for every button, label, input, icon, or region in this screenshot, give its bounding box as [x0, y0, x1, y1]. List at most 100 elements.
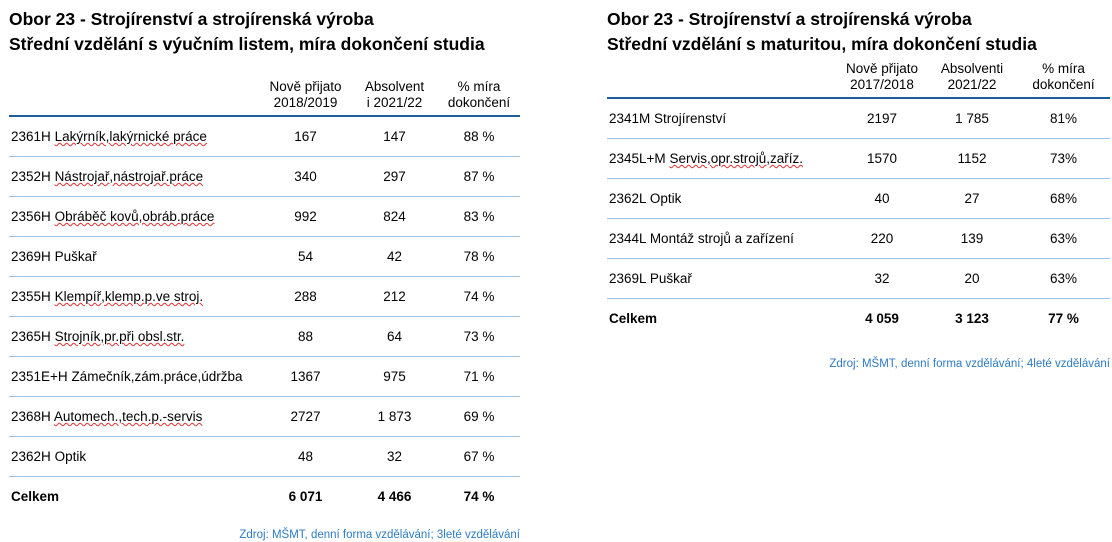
- right-subtitle: Střední vzdělání s maturitou, míra dokon…: [607, 34, 1037, 54]
- row-name: 2361H Lakýrník,lakýrnické práce: [9, 116, 260, 157]
- row-rate: 67 %: [438, 436, 520, 477]
- row-name: 2369H Puškař: [9, 236, 260, 277]
- total-admitted: 4 059: [865, 311, 899, 326]
- row-graduates: 139: [927, 218, 1017, 259]
- row-name: 2355H Klempíř,klemp.p.ve stroj.: [9, 276, 260, 317]
- row-rate: 87 %: [438, 156, 520, 197]
- table-row: 2365H Strojník,pr.při obsl.str. 88 64 73 %: [9, 316, 520, 357]
- row-rate: 73 %: [438, 316, 520, 357]
- right-table: Nově přijato 2017/2018 Absolventi 2021/22 …: [607, 61, 1110, 338]
- left-subtitle: Střední vzdělání s výučním listem, míra …: [9, 34, 485, 54]
- row-rate: 68%: [1017, 178, 1110, 219]
- table-row: 2345L+M Servis,opr.strojů,zaříz. 1570 1152…: [607, 138, 1110, 179]
- left-panel: Obor 23 - Strojírenství a strojírenská v…: [9, 0, 520, 541]
- right-header-rate: % míra dokončení: [1017, 61, 1110, 99]
- row-admitted: 32: [837, 258, 927, 299]
- row-graduates: 27: [927, 178, 1017, 219]
- table-row: 2362H Optik 48 32 67 %: [9, 436, 520, 477]
- row-name: 2352H Nástrojař,nástrojař.práce: [9, 156, 260, 197]
- row-rate: 81%: [1017, 98, 1110, 139]
- table-row: 2351E+H Zámečník,zám.práce,údržba 1367 975…: [9, 356, 520, 397]
- row-admitted: 167: [260, 116, 351, 157]
- table-row: 2362L Optik 40 27 68%: [607, 178, 1110, 219]
- row-graduates: 64: [351, 316, 438, 357]
- row-admitted: 992: [260, 196, 351, 237]
- row-graduates: 147: [351, 116, 438, 157]
- row-name: 2365H Strojník,pr.při obsl.str.: [9, 316, 260, 357]
- row-admitted: 40: [837, 178, 927, 219]
- right-title: Obor 23 - Strojírenství a strojírenská v…: [607, 9, 972, 29]
- table-row: 2369H Puškař 54 42 78 %: [9, 236, 520, 277]
- table-row: 2369L Puškař 32 20 63%: [607, 258, 1110, 299]
- table-row: 2352H Nástrojař,nástrojař.práce 340 297 87 …: [9, 156, 520, 197]
- right-table-header: Nově přijato 2017/2018 Absolventi 2021/22 …: [607, 61, 1110, 99]
- total-admitted: 6 071: [288, 489, 323, 504]
- row-graduates: 1 873: [351, 396, 438, 437]
- row-name: 2362H Optik: [9, 436, 260, 477]
- left-header-rate: % míra dokončení: [438, 79, 520, 117]
- row-admitted: 1570: [837, 138, 927, 179]
- row-rate: 88 %: [438, 116, 520, 157]
- table-row: 2344L Montáž strojů a zařízení 220 139 63%: [607, 218, 1110, 259]
- right-header-graduates: Absolventi 2021/22: [927, 61, 1017, 99]
- row-admitted: 340: [260, 156, 351, 197]
- table-row: 2355H Klempíř,klemp.p.ve stroj. 288 212 74 …: [9, 276, 520, 317]
- row-graduates: 1152: [927, 138, 1017, 179]
- row-rate: 73%: [1017, 138, 1110, 179]
- row-graduates: 975: [351, 356, 438, 397]
- row-rate: 78 %: [438, 236, 520, 277]
- table-row: 2356H Obráběč kovů,obráb.práce 992 824 83 %: [9, 196, 520, 237]
- total-row: Celkem 4 059 3 123 77 %: [607, 299, 1110, 339]
- right-header-field: [607, 61, 837, 99]
- left-table: Nově přijato 2018/2019 Absolvent i 2021/22…: [9, 79, 520, 516]
- right-panel: Obor 23 - Strojírenství a strojírenská v…: [607, 0, 1110, 370]
- table-row: 2368H Automech.,tech.p.-servis 2727 1 873 6…: [9, 396, 520, 437]
- total-rate: 74 %: [463, 489, 495, 504]
- row-admitted: 88: [260, 316, 351, 357]
- row-graduates: 1 785: [927, 98, 1017, 139]
- row-graduates: 297: [351, 156, 438, 197]
- row-admitted: 288: [260, 276, 351, 317]
- row-name: 2368H Automech.,tech.p.-servis: [9, 396, 260, 437]
- row-admitted: 54: [260, 236, 351, 277]
- row-admitted: 1367: [260, 356, 351, 397]
- table-row: 2361H Lakýrník,lakýrnické práce 167 147 88 …: [9, 116, 520, 157]
- row-rate: 69 %: [438, 396, 520, 437]
- row-admitted: 48: [260, 436, 351, 477]
- left-source-note: Zdroj: MŠMT, denní forma vzdělávání; 3le…: [239, 529, 520, 541]
- row-admitted: 220: [837, 218, 927, 259]
- row-admitted: 2727: [260, 396, 351, 437]
- row-rate: 74 %: [438, 276, 520, 317]
- total-graduates: 3 123: [955, 311, 989, 326]
- row-rate: 63%: [1017, 258, 1110, 299]
- right-source-note: Zdroj: MŠMT, denní forma vzdělávání; 4le…: [829, 358, 1110, 370]
- row-name: 2362L Optik: [607, 178, 837, 219]
- total-graduates: 4 466: [377, 489, 412, 504]
- left-title: Obor 23 - Strojírenství a strojírenská v…: [9, 9, 374, 29]
- row-rate: 71 %: [438, 356, 520, 397]
- row-name: 2351E+H Zámečník,zám.práce,údržba: [9, 356, 260, 397]
- row-name: 2341M Strojírenství: [607, 98, 837, 139]
- total-rate: 77 %: [1048, 311, 1079, 326]
- left-header-field: [9, 79, 260, 117]
- left-header-graduates: Absolvent i 2021/22: [351, 79, 438, 117]
- row-name: 2345L+M Servis,opr.strojů,zaříz.: [607, 138, 837, 179]
- row-graduates: 32: [351, 436, 438, 477]
- row-name: 2356H Obráběč kovů,obráb.práce: [9, 196, 260, 237]
- left-table-header: Nově přijato 2018/2019 Absolvent i 2021/22…: [9, 79, 520, 117]
- row-rate: 63%: [1017, 218, 1110, 259]
- row-name: 2344L Montáž strojů a zařízení: [607, 218, 837, 259]
- row-graduates: 20: [927, 258, 1017, 299]
- total-label: Celkem: [609, 311, 658, 326]
- row-name: 2369L Puškař: [607, 258, 837, 299]
- row-graduates: 212: [351, 276, 438, 317]
- left-header-admitted: Nově přijato 2018/2019: [260, 79, 351, 117]
- row-graduates: 42: [351, 236, 438, 277]
- row-graduates: 824: [351, 196, 438, 237]
- right-header-admitted: Nově přijato 2017/2018: [837, 61, 927, 99]
- table-row: 2341M Strojírenství 2197 1 785 81%: [607, 98, 1110, 139]
- total-label: Celkem: [11, 489, 60, 504]
- row-admitted: 2197: [837, 98, 927, 139]
- total-row: Celkem 6 071 4 466 74 %: [9, 477, 520, 517]
- row-rate: 83 %: [438, 196, 520, 237]
